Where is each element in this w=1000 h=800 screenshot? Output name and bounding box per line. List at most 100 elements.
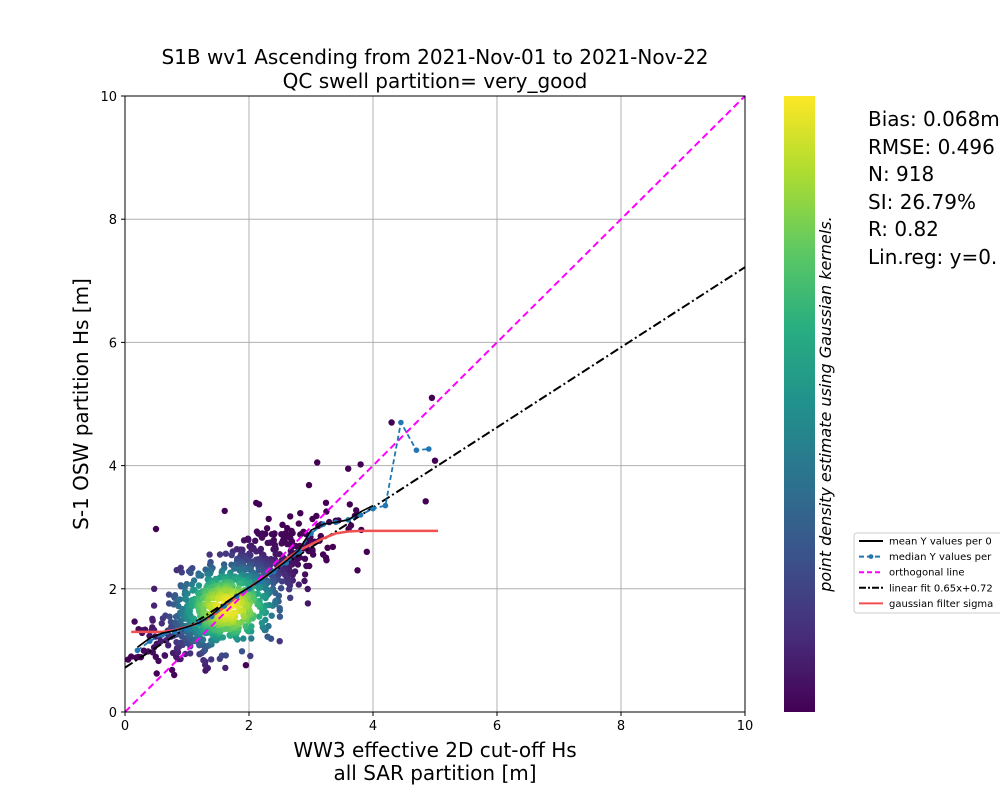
mean-line <box>136 504 374 648</box>
chart-title: S1B wv1 Ascending from 2021-Nov-01 to 20… <box>161 45 708 69</box>
x-axis-ticks: 0 2 4 6 8 10 <box>121 712 753 734</box>
scatter-point <box>287 513 294 520</box>
scatter-point <box>247 552 254 559</box>
scatter-point <box>357 461 364 468</box>
legend-label-0: mean Y values per 0 <box>889 537 992 548</box>
scatter-point <box>187 650 194 657</box>
y-tick-label: 6 <box>109 336 117 351</box>
y-tick-label: 10 <box>100 90 117 105</box>
y-axis-ticks: 0 2 4 6 8 10 <box>100 90 125 721</box>
scatter-point <box>270 546 277 553</box>
x-tick-label: 4 <box>369 719 377 734</box>
orthogonal-line <box>124 95 746 713</box>
scatter-point <box>176 596 183 603</box>
scatter-point <box>264 539 271 547</box>
colorbar-label: point density estimate using Gaussian ke… <box>816 216 835 592</box>
scatter-point <box>178 569 185 576</box>
scatter-point <box>222 652 229 659</box>
plot-area: 0 2 4 6 8 10 0 2 4 6 8 10 <box>100 90 753 734</box>
scatter-point <box>240 612 247 619</box>
scatter-point <box>198 572 205 579</box>
scatter-point <box>150 602 158 609</box>
scatter-point <box>268 612 275 619</box>
scatter-point <box>297 531 304 538</box>
scatter-point <box>200 642 207 649</box>
fit-lines <box>124 95 746 713</box>
scatter-point <box>305 481 313 489</box>
scatter-point <box>258 534 266 541</box>
scatter-point <box>186 608 193 615</box>
stats-panel: Bias: 0.068m RMSE: 0.496 N: 918 SI: 26.7… <box>868 106 1000 271</box>
scatter-point <box>276 605 283 612</box>
scatter-point <box>286 586 293 593</box>
scatter-point <box>276 613 284 620</box>
colorbar <box>784 96 815 712</box>
scatter-point <box>301 555 309 562</box>
scatter-point <box>345 465 352 472</box>
scatter-point <box>363 548 370 555</box>
scatter-point <box>187 569 194 577</box>
scatter-point <box>222 625 230 632</box>
scatter-point <box>428 394 436 401</box>
scatter-point <box>206 551 213 558</box>
scatter-point <box>265 515 272 523</box>
scatter-point <box>422 498 429 505</box>
scatter-point <box>149 649 156 656</box>
scatter-point <box>258 619 266 627</box>
legend-label-1: median Y values per <box>889 552 992 563</box>
scatter-point <box>329 543 337 551</box>
scatter-point <box>238 648 246 655</box>
scatter-point <box>177 655 184 663</box>
scatter-point <box>152 653 159 660</box>
x-tick-label: 10 <box>737 719 754 734</box>
scatter-point <box>165 591 173 598</box>
scatter-point <box>255 501 263 508</box>
legend: mean Y values per 0 median Y values per or… <box>853 532 1000 614</box>
scatter-point <box>231 565 238 572</box>
scatter-point <box>284 540 291 548</box>
scatter-point <box>314 459 321 466</box>
scatter-point <box>353 507 360 514</box>
scatter-point <box>184 590 191 597</box>
legend-box <box>853 532 1000 614</box>
y-tick-label: 2 <box>109 583 117 598</box>
scatter-point <box>255 584 262 591</box>
scatter-point <box>179 605 186 613</box>
x-tick-label: 6 <box>493 719 501 734</box>
scatter-point <box>248 635 255 642</box>
scatter-point <box>301 577 308 585</box>
y-tick-label: 0 <box>109 706 117 721</box>
scatter-point <box>272 551 279 558</box>
scatter-point <box>153 670 160 677</box>
linear-fit-line <box>124 266 746 669</box>
scatter-point <box>346 501 353 508</box>
scatter-point <box>256 613 263 620</box>
scatter-point <box>228 551 235 559</box>
scatter-point <box>304 600 312 607</box>
scatter-point <box>288 538 296 545</box>
scatter-point <box>183 596 190 603</box>
scatter-point <box>216 551 224 558</box>
scatter-point <box>259 593 267 600</box>
chart-subtitle: QC swell partition= very_good <box>283 69 588 93</box>
median-marker <box>398 419 404 426</box>
scatter-point <box>219 634 227 641</box>
scatter-point <box>177 639 185 646</box>
scatter-point <box>322 499 330 506</box>
scatter-point <box>324 544 331 551</box>
scatter-point <box>222 664 229 672</box>
scatter-point <box>236 580 243 587</box>
stat-rmse: RMSE: 0.496 <box>868 134 995 159</box>
scatter-point <box>301 571 309 578</box>
scatter-point <box>254 590 261 597</box>
stat-bias: Bias: 0.068m <box>868 107 1000 131</box>
x-axis-label: WW3 effective 2D cut-off Hs <box>293 738 576 762</box>
scatter-point <box>131 618 138 625</box>
scatter-point <box>165 642 172 649</box>
scatter-point <box>287 594 294 601</box>
scatter-point <box>222 550 229 557</box>
scatter-point <box>284 579 291 586</box>
scatter-point <box>252 537 259 544</box>
scatter-point <box>270 580 277 587</box>
median-marker <box>134 647 141 654</box>
